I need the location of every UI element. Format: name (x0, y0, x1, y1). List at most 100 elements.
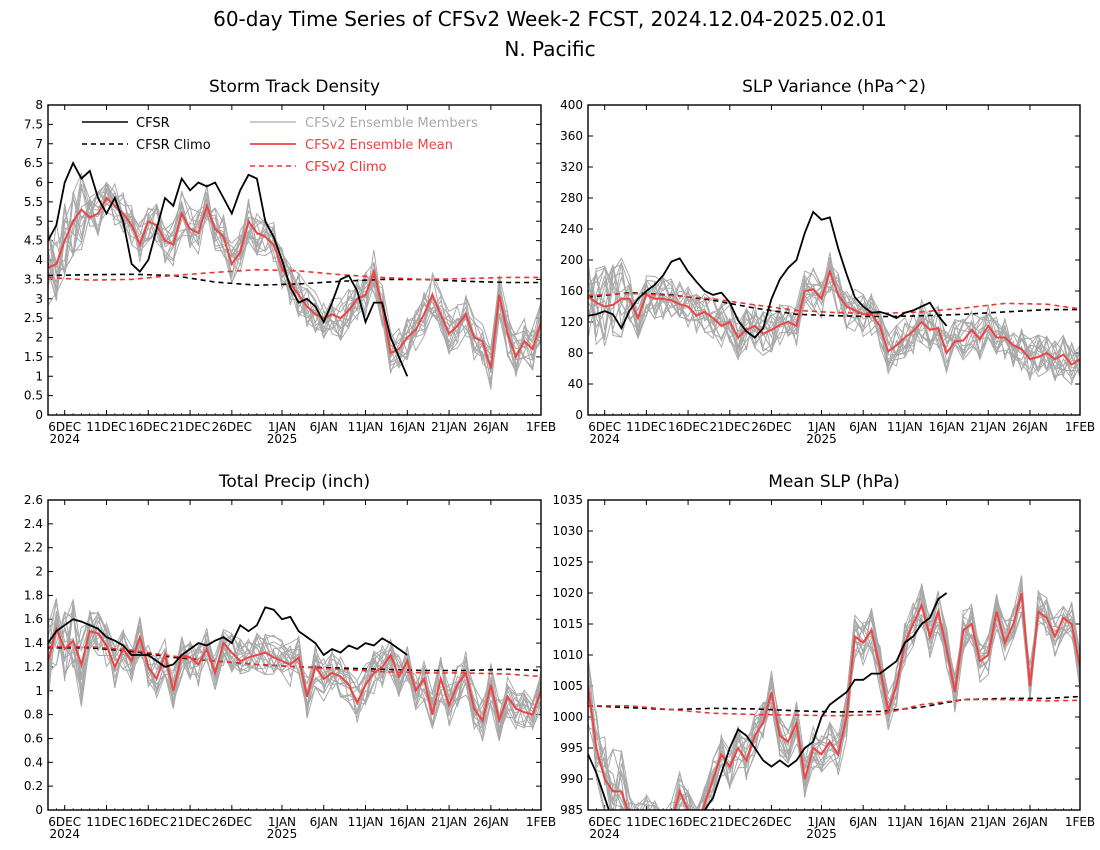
series-cfsv2-climo (48, 268, 541, 281)
series-cfsr (48, 606, 408, 668)
y-tick-label: 0.2 (24, 779, 43, 793)
y-tick-label: 0 (35, 408, 43, 422)
plot-frame (47, 499, 542, 811)
x-tick-label: 16JAN (389, 815, 425, 829)
legend-label-cfsv2-climo: CFSv2 Climo (305, 160, 387, 175)
panel-title: Storm Track Density (209, 77, 380, 97)
panel-storm-track-density: Storm Track Density 0 0.5 1 1.5 2 2.5 3 3.5 4 4.5 5… (24, 77, 556, 446)
x-tick-label: 21DEC (710, 420, 750, 434)
x-tick-label: 21JAN (970, 420, 1006, 434)
x-tick-year: 2025 (806, 432, 837, 446)
ensemble-member-line (588, 583, 1080, 810)
x-tick-label: 16DEC (668, 815, 708, 829)
y-tick-label: 0 (575, 408, 583, 422)
y-tick-label: 7 (35, 137, 43, 151)
x-tick-label: 1FEB (1065, 420, 1095, 434)
x-tick-label: 11DEC (86, 420, 126, 434)
x-tick-year: 2025 (267, 432, 298, 446)
ensemble-member-line (588, 258, 1080, 377)
panel-total-precip: Total Precip (inch) 0 0.2 0.4 0.6 0.8 1 1.2 1.4 1… (24, 472, 556, 841)
y-tick-label: 0.6 (24, 731, 43, 745)
x-tick-label: 26JAN (473, 815, 509, 829)
y-tick-label: 1.2 (24, 660, 43, 674)
y-tick-label: 2.5 (24, 311, 43, 325)
ensemble-member-line (588, 252, 1080, 378)
ensemble-members (48, 171, 541, 390)
plot-frame (587, 104, 1081, 416)
y-tick-label: 1.8 (24, 588, 43, 602)
y-tick-label: 4.5 (24, 234, 43, 248)
y-tick-label: 3.5 (24, 272, 43, 286)
x-tick-label: 11DEC (626, 420, 666, 434)
y-tick-label: 990 (560, 772, 583, 786)
y-tick-label: 985 (560, 803, 583, 817)
ensemble-members (48, 597, 541, 742)
x-tick-label: 26DEC (751, 420, 791, 434)
x-tick-label: 6JAN (310, 420, 338, 434)
ensemble-member-line (588, 583, 1080, 810)
x-tick-label: 21DEC (710, 815, 750, 829)
figure-subtitle: N. Pacific (504, 37, 595, 61)
x-tick-year: 2024 (49, 827, 80, 841)
series-cfsv2-climo (48, 645, 541, 678)
x-tick-label: 26JAN (1012, 815, 1048, 829)
x-tick-label: 26DEC (751, 815, 791, 829)
x-tick-label: 16DEC (128, 420, 168, 434)
y-tick-label: 2.2 (24, 541, 43, 555)
x-tick-label: 1JAN (807, 815, 835, 829)
x-tick-year: 2025 (267, 827, 298, 841)
x-tick-year: 2024 (589, 432, 620, 446)
y-tick-label: 2 (35, 331, 43, 345)
y-tick-label: 160 (560, 284, 583, 298)
series-ensemble-mean (48, 196, 541, 369)
y-tick-label: 1000 (552, 710, 583, 724)
y-tick-label: 200 (560, 253, 583, 267)
x-tick-label: 6DEC (48, 815, 81, 829)
y-tick-label: 0 (35, 803, 43, 817)
x-tick-label: 21JAN (431, 420, 467, 434)
legend-label-cfsr: CFSR (136, 116, 170, 131)
x-tick-label: 6DEC (48, 420, 81, 434)
x-tick-label: 26DEC (212, 420, 252, 434)
series-cfsr-climo (48, 273, 541, 287)
y-tick-label: 120 (560, 315, 583, 329)
y-tick-label: 1005 (552, 679, 583, 693)
x-tick-label: 6JAN (310, 815, 338, 829)
y-tick-label: 80 (568, 346, 583, 360)
y-tick-label: 1020 (552, 586, 583, 600)
ensemble-member-line (48, 623, 541, 742)
y-tick-label: 0.5 (24, 389, 43, 403)
x-tick-label: 16JAN (929, 815, 965, 829)
x-tick-label: 6JAN (849, 420, 877, 434)
y-tick-label: 1015 (552, 617, 583, 631)
legend-label-cfsr-climo: CFSR Climo (136, 138, 211, 153)
y-tick-label: 40 (568, 377, 583, 391)
y-tick-label: 3 (35, 292, 43, 306)
series-cfsv2-climo (588, 698, 1080, 717)
plot-frame (587, 499, 1081, 811)
x-tick-label: 16JAN (389, 420, 425, 434)
x-tick-year: 2024 (589, 827, 620, 841)
x-tick-label: 26JAN (1012, 420, 1048, 434)
legend-label-mean: CFSv2 Ensemble Mean (305, 138, 453, 153)
x-tick-label: 1FEB (526, 815, 556, 829)
ensemble-member-line (588, 265, 1080, 386)
x-tick-label: 16DEC (668, 420, 708, 434)
y-tick-label: 2 (35, 565, 43, 579)
y-tick-label: 1.4 (24, 636, 43, 650)
y-tick-label: 400 (560, 98, 583, 112)
chart-legend: CFSR CFSR Climo CFSv2 Ensemble Members C… (82, 116, 478, 175)
x-tick-label: 1JAN (807, 420, 835, 434)
x-tick-label: 6DEC (588, 815, 621, 829)
ensemble-members (588, 252, 1080, 386)
y-tick-label: 360 (560, 129, 583, 143)
x-tick-label: 21JAN (970, 815, 1006, 829)
x-tick-label: 11JAN (348, 815, 384, 829)
y-tick-label: 1030 (552, 524, 583, 538)
ensemble-member-line (48, 196, 541, 372)
y-tick-label: 1035 (552, 493, 583, 507)
y-tick-label: 1025 (552, 555, 583, 569)
series-ensemble-mean (588, 268, 1080, 366)
x-tick-label: 1JAN (268, 815, 296, 829)
